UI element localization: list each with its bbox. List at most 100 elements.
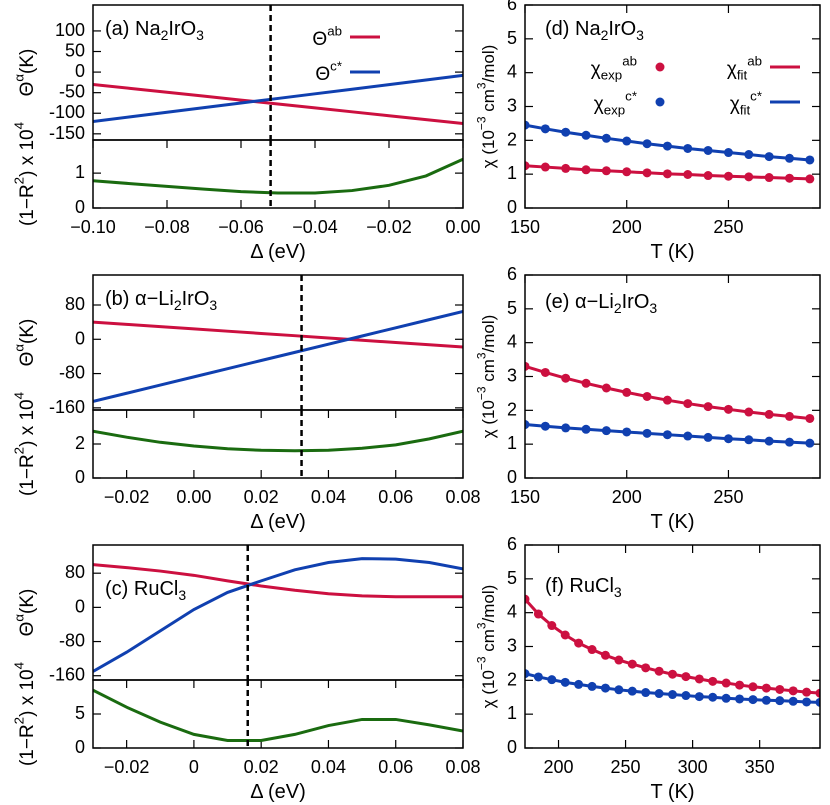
x-tick-label: 300: [678, 757, 708, 777]
x-axis-label: Δ (eV): [250, 241, 306, 263]
y-tick-label: 0: [75, 328, 85, 348]
x-tick-label: 0.04: [311, 487, 346, 507]
plot-area: [525, 594, 820, 707]
series-line: [525, 423, 810, 445]
x-tick-label: 0.06: [378, 487, 413, 507]
y-tick-label: 5: [75, 703, 85, 723]
series-line: [525, 123, 810, 162]
x-tick-label: 150: [510, 487, 540, 507]
legend-marker: [655, 62, 665, 72]
y-tick-label: 0: [507, 197, 517, 217]
plot-frame: [524, 544, 821, 749]
x-tick-label: −0.04: [292, 217, 338, 237]
y-tick-label: 2: [507, 669, 517, 689]
x-tick-label: 350: [745, 757, 775, 777]
x-axis-label: Δ (eV): [250, 511, 306, 533]
y-tick-label: 6: [507, 534, 517, 554]
y-axis-label: Θα(K): [11, 49, 38, 97]
y-axis-label: χ (10−3 cm3/mol): [474, 45, 498, 169]
plot-area: [525, 361, 815, 448]
y-tick-label: 80: [65, 562, 85, 582]
y-tick-label: 0: [507, 467, 517, 487]
x-tick-label: 0.00: [176, 487, 211, 507]
panel-label: (b) α−Li2IrO3: [105, 288, 217, 312]
series-line: [525, 598, 820, 695]
x-tick-label: 200: [612, 487, 642, 507]
y-axis-label: χ (10−3 cm3/mol): [474, 585, 498, 709]
x-tick-label: −0.10: [70, 217, 116, 237]
legend-label: χexpab: [591, 53, 637, 82]
panel-label: (a) Na2IrO3: [105, 18, 204, 42]
legend-label: Θab: [312, 23, 342, 50]
x-tick-label: −0.06: [218, 217, 264, 237]
y-tick-label: 6: [507, 0, 517, 14]
plot-frame: [524, 274, 821, 479]
x-tick-label: 0.00: [445, 217, 480, 237]
series-line: [93, 82, 463, 126]
y-tick-label: 80: [65, 294, 85, 314]
y-tick-label: 0: [75, 737, 85, 757]
y-tick-label: 2: [507, 129, 517, 149]
x-tick-label: 200: [543, 757, 573, 777]
legend-label: χexpc*: [594, 88, 637, 117]
y-tick-label: 0: [75, 596, 85, 616]
y-axis-label: (1−R2) x 104: [11, 122, 38, 226]
x-tick-label: 0.06: [378, 757, 413, 777]
y-tick-label: 1: [507, 163, 517, 183]
x-tick-label: 200: [612, 217, 642, 237]
y-tick-label: -100: [49, 102, 85, 122]
y-tick-label: 1: [507, 433, 517, 453]
y-tick-label: -80: [59, 630, 85, 650]
series-line: [525, 164, 810, 181]
legend-label: Θc*: [315, 58, 342, 85]
panel-label: (e) α−Li2IrO3: [545, 291, 657, 315]
y-axis-label: χ (10−3 cm3/mol): [474, 315, 498, 439]
y-tick-label: 0: [507, 737, 517, 757]
y-tick-label: 3: [507, 365, 517, 385]
y-tick-label: -80: [59, 362, 85, 382]
legend-label: χfitc*: [730, 88, 762, 117]
y-tick-label: 1: [75, 162, 85, 182]
y-tick-label: 2: [75, 433, 85, 453]
y-tick-label: 1: [507, 703, 517, 723]
panel-label: (c) RuCl3: [105, 578, 186, 602]
x-axis-label: T (K): [650, 781, 694, 803]
y-tick-label: 3: [507, 635, 517, 655]
y-axis-label: (1−R2) x 104: [11, 662, 38, 766]
plot-area: [93, 688, 463, 743]
y-axis-label: Θα(K): [11, 319, 38, 367]
plot-area: [93, 557, 463, 673]
panel-label: (f) RuCl3: [545, 575, 622, 599]
y-tick-label: 4: [507, 331, 517, 351]
y-tick-label: 0: [75, 61, 85, 81]
x-axis-label: T (K): [650, 241, 694, 263]
plot-frame: [92, 679, 464, 749]
x-tick-label: 0.02: [244, 487, 279, 507]
x-tick-label: 0.08: [445, 487, 480, 507]
y-tick-label: 5: [507, 568, 517, 588]
plot-frame: [92, 544, 464, 681]
y-tick-label: -160: [49, 397, 85, 417]
plot-area: [93, 429, 463, 453]
x-tick-label: −0.02: [104, 757, 150, 777]
series-line: [93, 429, 463, 453]
y-tick-label: 100: [55, 20, 85, 40]
x-tick-label: −0.02: [366, 217, 412, 237]
y-tick-label: 0: [75, 197, 85, 217]
series-line: [93, 557, 463, 673]
y-axis-label: Θα(K): [11, 589, 38, 637]
plot-area: [525, 120, 815, 184]
plot-area: [93, 157, 463, 195]
panel-label: (d) Na2IrO3: [545, 18, 644, 42]
plot-frame: [524, 4, 821, 209]
x-tick-label: 0.02: [244, 757, 279, 777]
x-tick-label: 150: [510, 217, 540, 237]
plot-frame: [92, 139, 464, 209]
x-tick-label: 0.04: [311, 757, 346, 777]
series-line: [93, 688, 463, 743]
x-tick-label: 250: [611, 757, 641, 777]
x-tick-label: 250: [713, 217, 743, 237]
y-tick-label: 50: [65, 40, 85, 60]
